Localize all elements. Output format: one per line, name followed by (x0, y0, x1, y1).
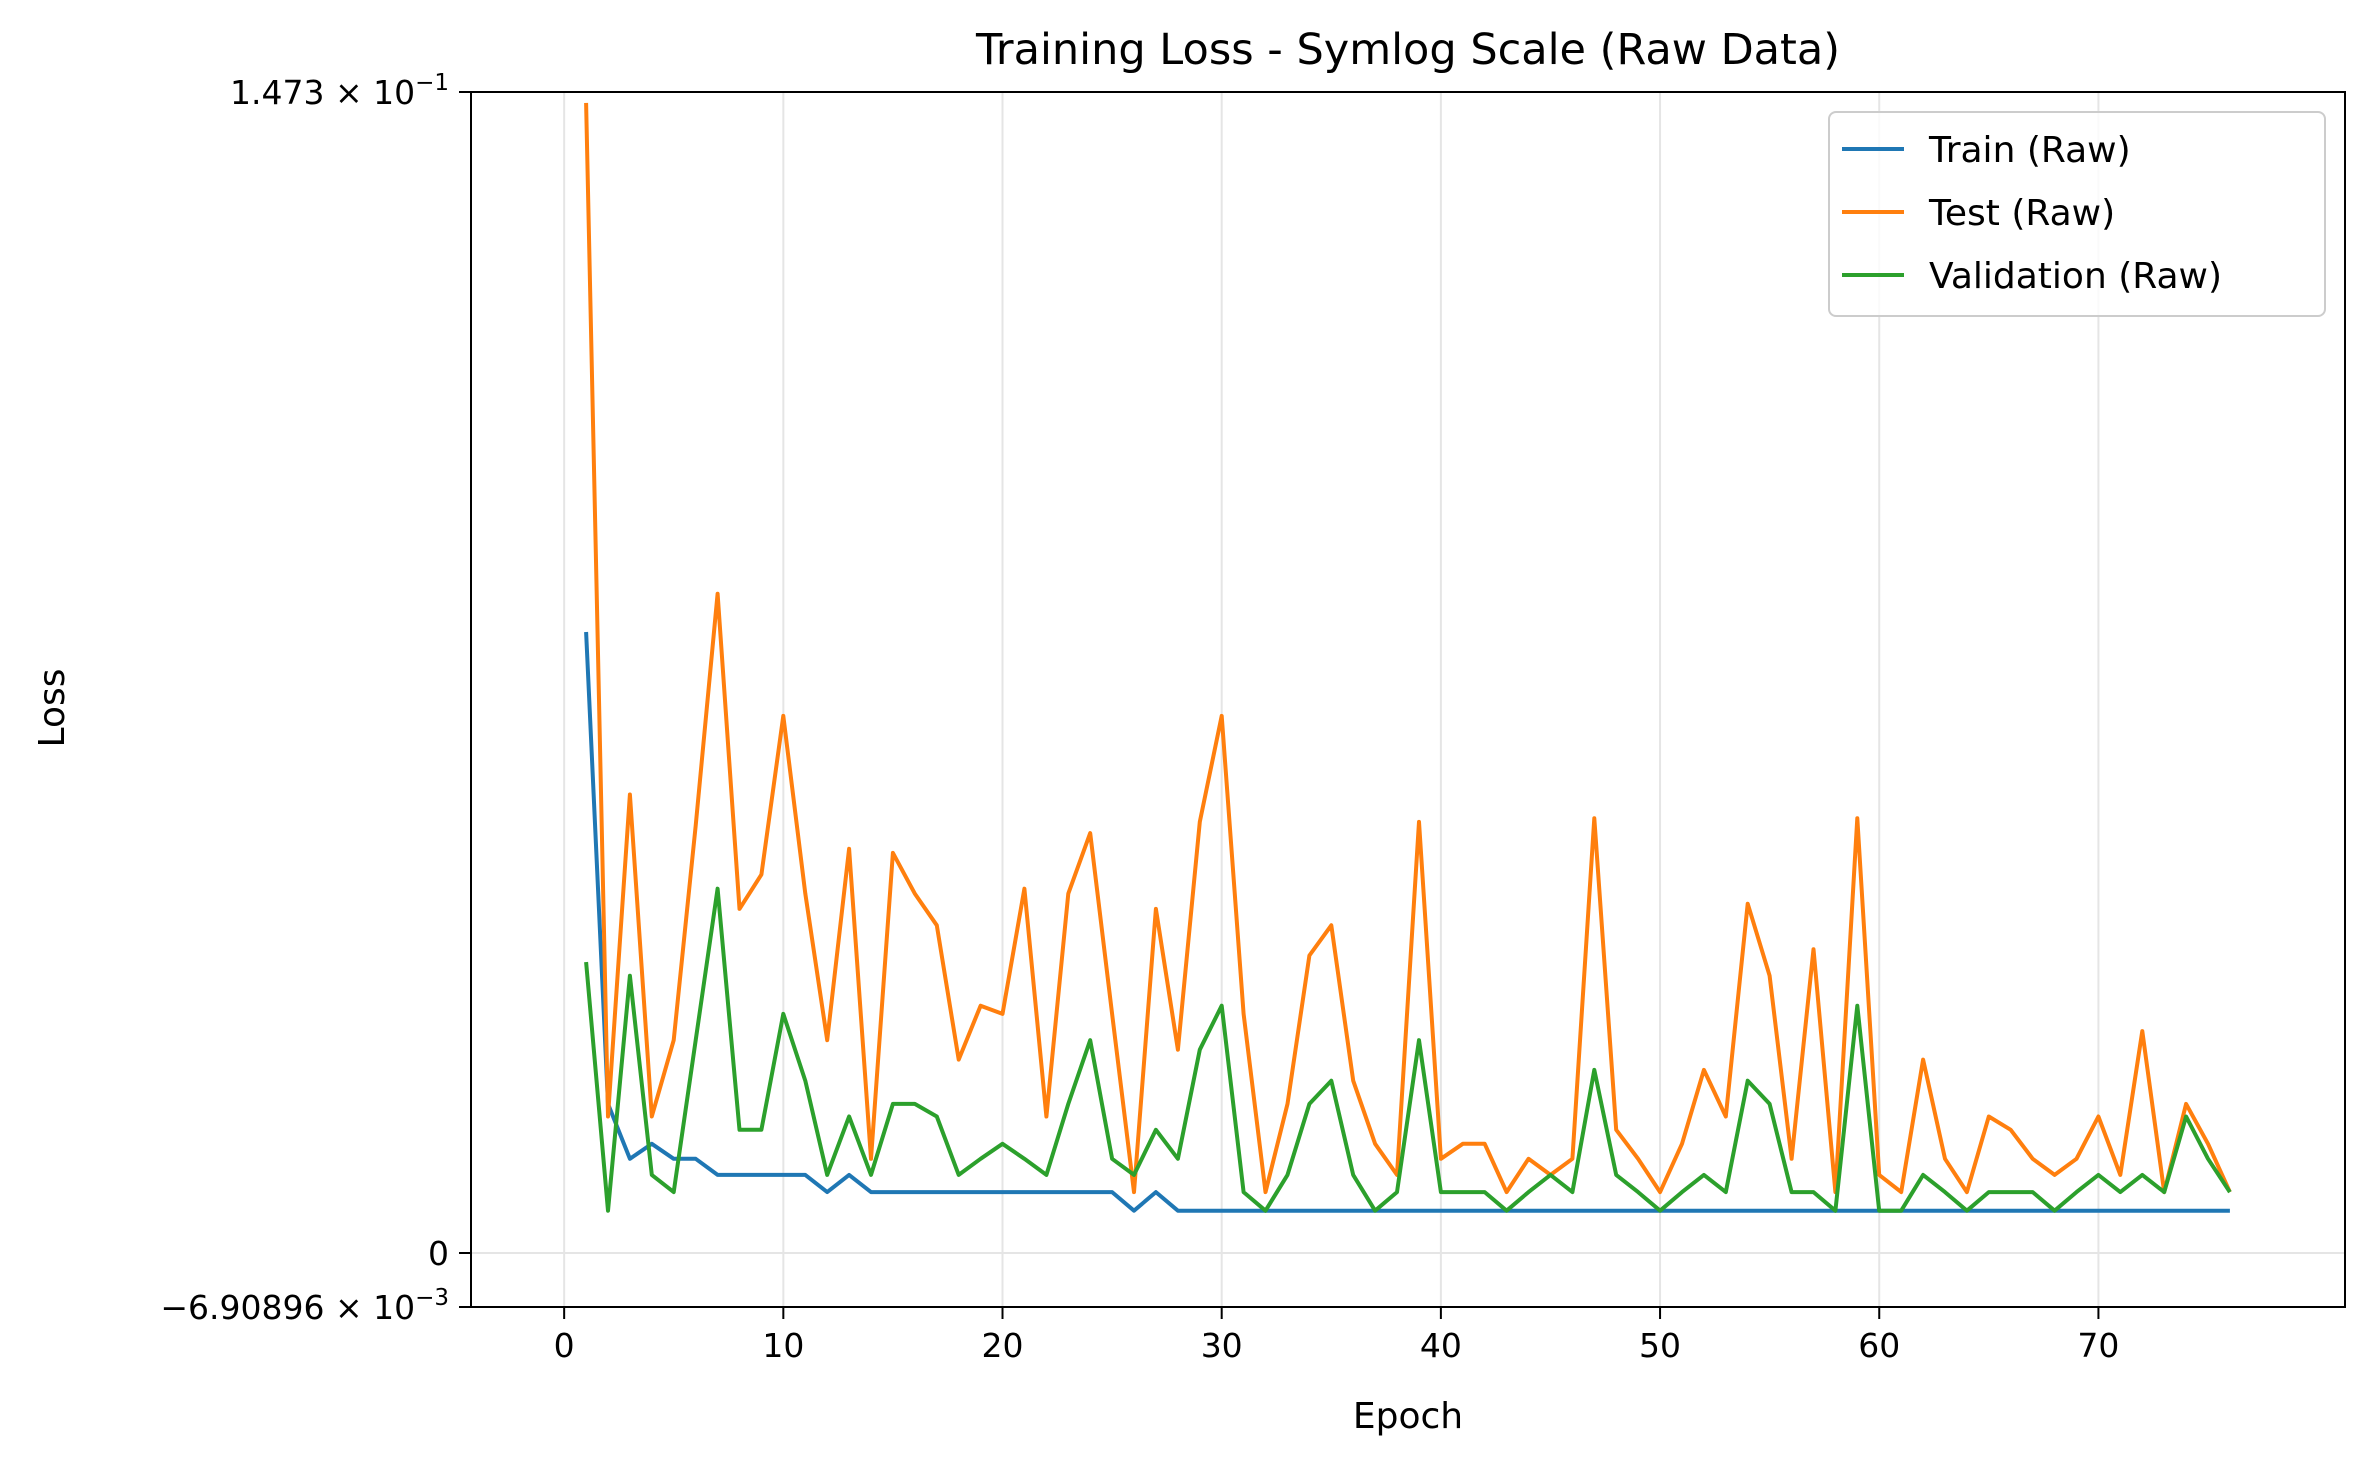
x-tick-label: 60 (1858, 1326, 1900, 1365)
chart-title: Training Loss - Symlog Scale (Raw Data) (975, 25, 1840, 75)
series-line (584, 631, 2230, 1213)
legend-box (1828, 111, 2326, 317)
series-line (584, 886, 2232, 1213)
x-tick-label: 0 (554, 1326, 575, 1365)
legend-label: Validation (Raw) (1929, 256, 2222, 297)
x-tick-label: 70 (2077, 1326, 2119, 1365)
y-axis-label: Loss (32, 669, 73, 748)
legend: Train (Raw) Test (Raw) Validation (Raw) (1828, 111, 2326, 317)
x-tick-label: 40 (1420, 1326, 1462, 1365)
x-tick-label: 20 (982, 1326, 1024, 1365)
series-line (584, 102, 2232, 1195)
legend-label: Train (Raw) (1928, 130, 2131, 171)
y-tick-label: 1.473 × 10−1 (230, 70, 449, 112)
y-ticks: −6.90896 × 10−3 0 1.473 × 10−1 (160, 70, 471, 1327)
plot-frame (470, 91, 2346, 1308)
legend-label: Test (Raw) (1928, 193, 2115, 234)
y-tick-label: −6.90896 × 10−3 (160, 1285, 449, 1327)
x-ticks: 0 10 20 30 40 50 60 70 (554, 1307, 2119, 1365)
x-axis-label: Epoch (1353, 1396, 1463, 1437)
y-tick-label: 0 (428, 1234, 449, 1273)
x-tick-label: 30 (1201, 1326, 1243, 1365)
series-lines (584, 102, 2232, 1213)
x-tick-label: 10 (762, 1326, 804, 1365)
x-tick-label: 50 (1639, 1326, 1681, 1365)
